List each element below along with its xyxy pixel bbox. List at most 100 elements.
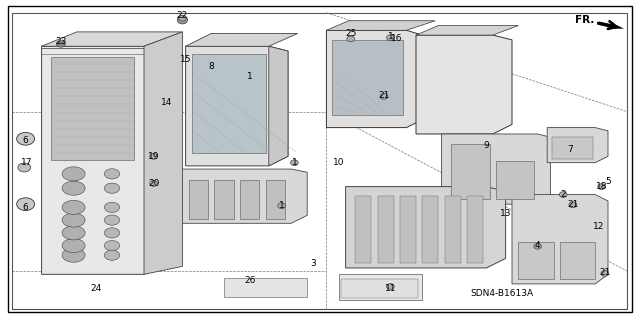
Ellipse shape: [104, 250, 120, 260]
Text: 19: 19: [148, 152, 159, 161]
Bar: [518, 242, 554, 279]
Bar: [560, 242, 595, 279]
Text: 7: 7: [567, 145, 572, 154]
Text: 22: 22: [177, 11, 188, 20]
Bar: [355, 196, 371, 263]
Text: 1: 1: [388, 32, 393, 41]
Text: 1: 1: [247, 72, 252, 81]
Ellipse shape: [104, 169, 120, 179]
Bar: [341, 279, 418, 298]
Bar: [467, 196, 483, 263]
Ellipse shape: [17, 198, 35, 211]
Text: 8: 8: [209, 63, 214, 71]
Text: 10: 10: [333, 158, 345, 167]
Ellipse shape: [62, 181, 85, 195]
Ellipse shape: [598, 184, 605, 189]
Polygon shape: [332, 40, 403, 115]
Ellipse shape: [104, 183, 120, 193]
Polygon shape: [416, 26, 518, 35]
Polygon shape: [269, 46, 288, 166]
Polygon shape: [442, 134, 550, 204]
Ellipse shape: [387, 35, 394, 41]
Bar: [240, 180, 259, 219]
Text: SDN4-B1613A: SDN4-B1613A: [470, 289, 534, 298]
Bar: [496, 161, 534, 199]
Ellipse shape: [62, 248, 85, 262]
Bar: [451, 144, 490, 199]
Ellipse shape: [380, 93, 388, 99]
Text: 16: 16: [391, 34, 403, 43]
Ellipse shape: [18, 163, 31, 172]
Ellipse shape: [56, 41, 65, 47]
Polygon shape: [51, 57, 134, 160]
Text: 11: 11: [385, 284, 396, 293]
Polygon shape: [42, 32, 182, 46]
Text: 21: 21: [378, 91, 390, 100]
Ellipse shape: [17, 132, 35, 145]
Text: 23: 23: [55, 37, 67, 46]
Ellipse shape: [387, 284, 394, 289]
Text: 6: 6: [23, 136, 28, 145]
Text: 25: 25: [345, 29, 356, 38]
Ellipse shape: [177, 16, 188, 24]
Ellipse shape: [104, 202, 120, 212]
Ellipse shape: [150, 181, 157, 186]
Text: 2: 2: [561, 190, 566, 199]
Bar: [378, 196, 394, 263]
Ellipse shape: [62, 213, 85, 227]
Ellipse shape: [569, 202, 577, 208]
Bar: [445, 196, 461, 263]
FancyArrowPatch shape: [599, 21, 616, 29]
Bar: [400, 196, 416, 263]
Text: 21: 21: [567, 200, 579, 209]
Polygon shape: [186, 46, 288, 166]
Polygon shape: [512, 195, 608, 284]
Ellipse shape: [62, 226, 85, 240]
Text: FR.: FR.: [575, 15, 594, 25]
Text: 15: 15: [180, 55, 191, 63]
Bar: [214, 180, 234, 219]
Ellipse shape: [559, 192, 567, 197]
Ellipse shape: [104, 228, 120, 238]
Ellipse shape: [347, 36, 355, 42]
Ellipse shape: [62, 239, 85, 253]
Text: 13: 13: [500, 209, 511, 218]
Polygon shape: [346, 187, 506, 268]
Text: 14: 14: [161, 98, 172, 107]
Ellipse shape: [150, 153, 157, 159]
Ellipse shape: [104, 215, 120, 225]
Polygon shape: [326, 21, 435, 30]
Polygon shape: [42, 46, 163, 274]
Ellipse shape: [278, 203, 285, 209]
Polygon shape: [186, 33, 298, 46]
Text: 1: 1: [292, 158, 297, 167]
Bar: [339, 274, 422, 300]
Ellipse shape: [291, 160, 298, 166]
Bar: [552, 137, 593, 159]
Polygon shape: [192, 54, 266, 153]
Ellipse shape: [62, 167, 85, 181]
Text: 24: 24: [90, 284, 102, 293]
Text: 4: 4: [535, 241, 540, 250]
Polygon shape: [179, 169, 307, 223]
Text: 21: 21: [599, 268, 611, 277]
Bar: [266, 180, 285, 219]
Polygon shape: [326, 30, 422, 128]
Text: 3: 3: [311, 259, 316, 268]
Ellipse shape: [62, 200, 85, 214]
Bar: [422, 196, 438, 263]
Polygon shape: [547, 128, 608, 163]
Ellipse shape: [179, 15, 186, 21]
Ellipse shape: [534, 243, 541, 249]
Text: 20: 20: [148, 179, 159, 188]
Polygon shape: [597, 22, 624, 29]
Text: 26: 26: [244, 276, 255, 285]
Bar: [224, 278, 307, 297]
Text: 12: 12: [593, 222, 604, 231]
Text: 9: 9: [484, 141, 489, 150]
Polygon shape: [144, 32, 182, 274]
Text: 1: 1: [279, 201, 284, 210]
Text: 5: 5: [605, 177, 611, 186]
Ellipse shape: [104, 241, 120, 251]
Ellipse shape: [601, 271, 609, 276]
